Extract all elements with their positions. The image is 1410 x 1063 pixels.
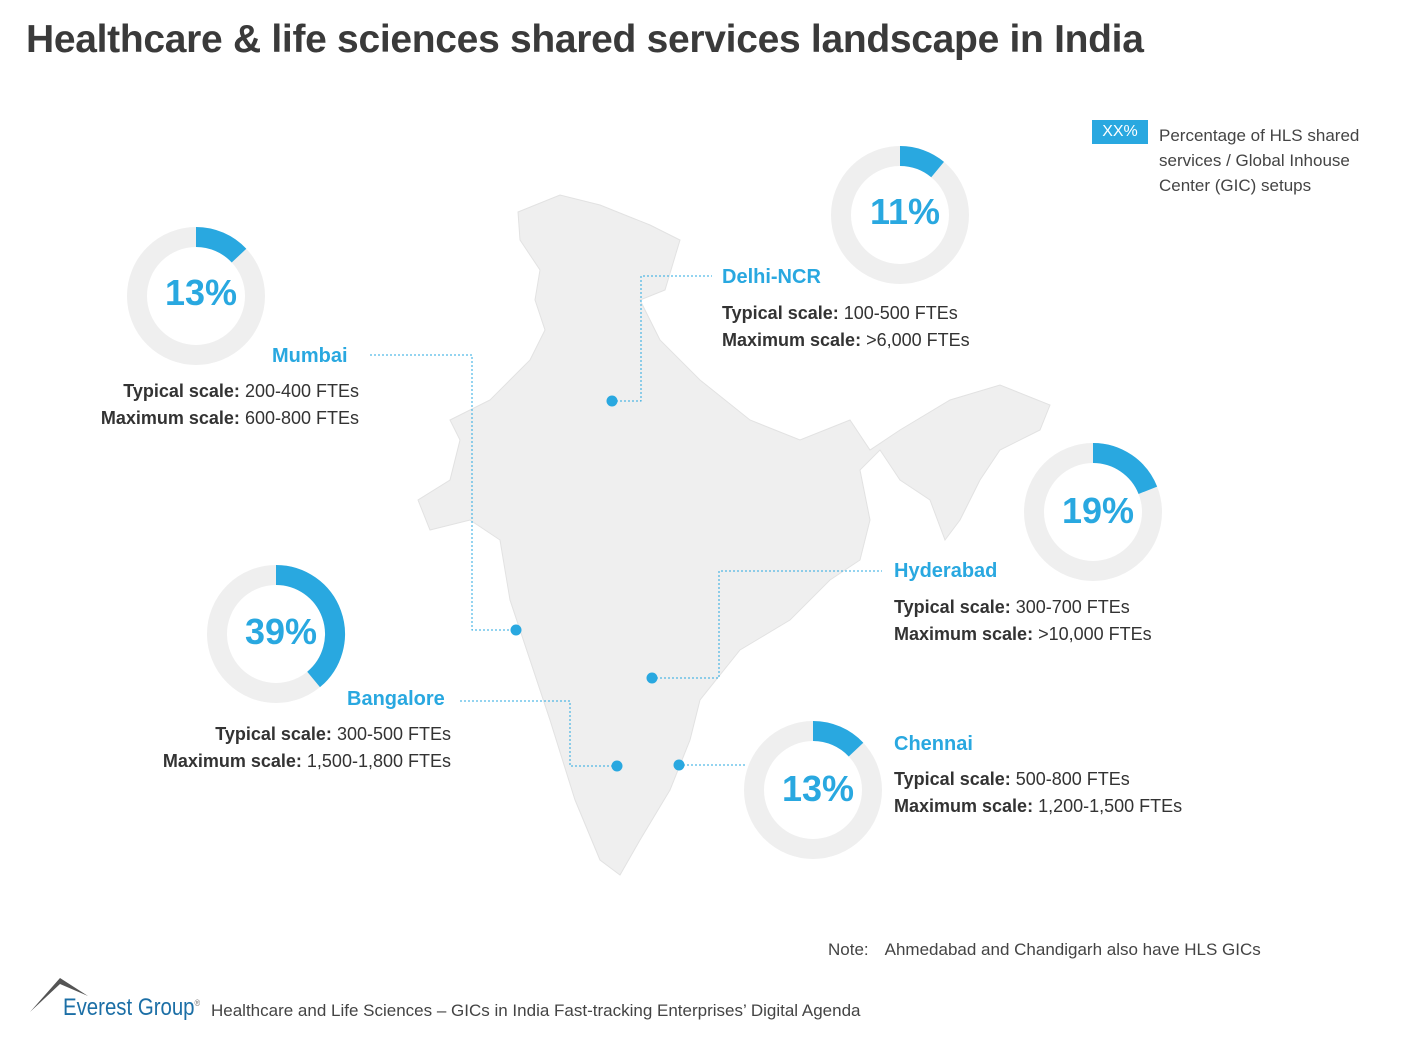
hyderabad-share: 19% (1061, 490, 1135, 531)
delhi-label: Delhi-NCR (722, 266, 821, 288)
leader-lines (370, 275, 882, 767)
legend-text: Percentage of HLS shared services / Glob… (1159, 126, 1360, 195)
city-dots (510, 395, 685, 772)
donut-charts (127, 146, 1162, 859)
bangalore-label: Bangalore (347, 688, 445, 710)
dot-mumbai (510, 624, 522, 636)
chennai-label: Chennai (894, 733, 973, 755)
india-outline (417, 194, 1051, 876)
page-title: Healthcare & life sciences shared servic… (26, 18, 1144, 61)
dot-delhi (606, 395, 618, 407)
bangalore-share: 39% (244, 611, 318, 652)
delhi-info: Typical scale: 100-500 FTEs Maximum scal… (722, 303, 970, 350)
chennai-info: Typical scale: 500-800 FTEs Maximum scal… (894, 769, 1183, 816)
everest-logo-icon (30, 978, 88, 1012)
dot-chennai (673, 759, 685, 771)
donut-arc-bangalore (275, 565, 345, 688)
delhi-share: 11% (869, 191, 941, 232)
donut-arc-hyderabad (1092, 443, 1158, 495)
hyderabad-info: Typical scale: 300-700 FTEs Maximum scal… (894, 597, 1152, 644)
footer-text: Healthcare and Life Sciences – GICs in I… (211, 1001, 861, 1020)
brand-logo-text: Everest Group® (63, 994, 201, 1021)
legend-swatch: XX% (1092, 120, 1148, 144)
donut-arc-chennai (812, 721, 864, 757)
mumbai-share: 13% (164, 272, 238, 313)
bangalore-info: Typical scale: 300-500 FTEs Maximum scal… (162, 724, 451, 771)
donut-arc-mumbai (195, 227, 247, 263)
dot-hyderabad (646, 672, 658, 684)
dot-bangalore (611, 760, 623, 772)
note: Note: Ahmedabad and Chandigarh also have … (828, 940, 1261, 960)
note-text: Ahmedabad and Chandigarh also have HLS G… (884, 940, 1261, 959)
hyderabad-label: Hyderabad (894, 560, 998, 582)
mumbai-label: Mumbai (272, 345, 348, 367)
leader-delhi (612, 275, 712, 402)
leader-hyderabad (652, 570, 882, 679)
mumbai-info: Typical scale: 200-400 FTEs Maximum scal… (100, 381, 359, 428)
note-label: Note: (828, 940, 869, 959)
chennai-share: 13% (781, 768, 855, 809)
donut-arc-delhi-ncr (899, 146, 944, 178)
